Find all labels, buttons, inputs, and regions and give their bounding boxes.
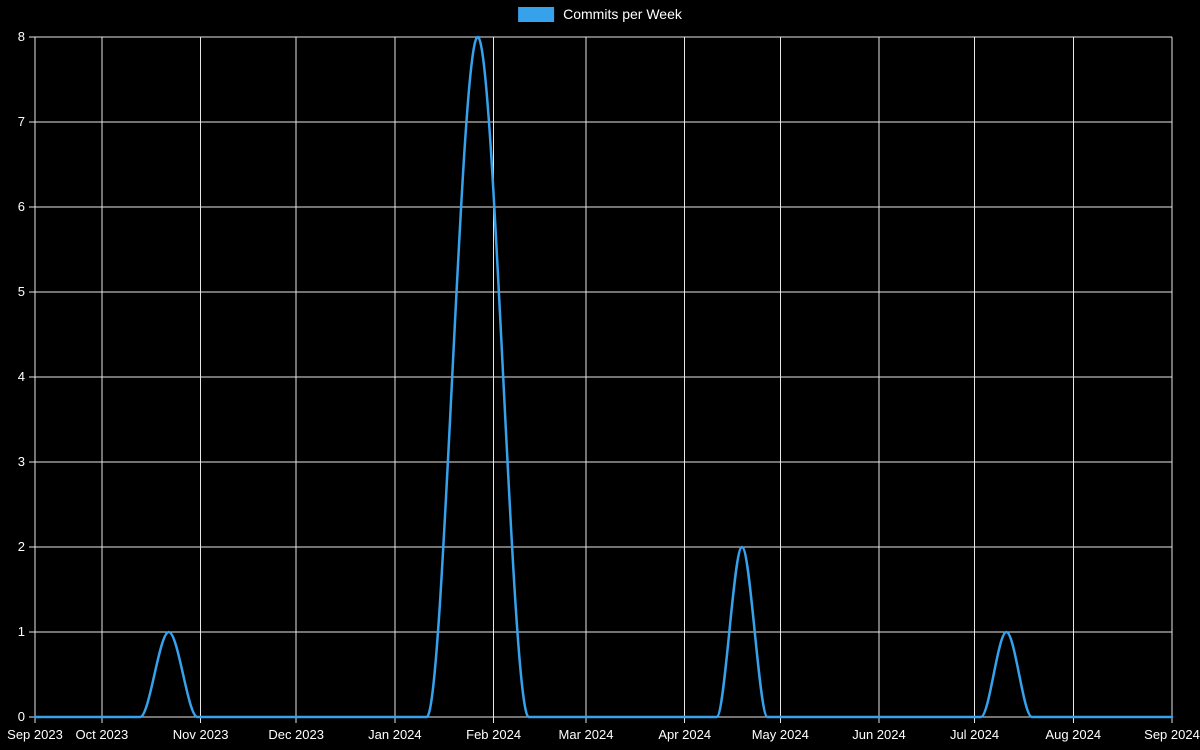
svg-text:Oct 2023: Oct 2023 — [75, 727, 128, 742]
svg-text:0: 0 — [18, 709, 25, 724]
svg-text:2: 2 — [18, 539, 25, 554]
svg-text:Jun 2024: Jun 2024 — [852, 727, 906, 742]
svg-text:Aug 2024: Aug 2024 — [1045, 727, 1101, 742]
svg-text:1: 1 — [18, 624, 25, 639]
svg-text:6: 6 — [18, 199, 25, 214]
svg-text:Mar 2024: Mar 2024 — [559, 727, 614, 742]
svg-text:Sep 2023: Sep 2023 — [7, 727, 63, 742]
svg-text:Nov 2023: Nov 2023 — [173, 727, 229, 742]
svg-text:Dec 2023: Dec 2023 — [268, 727, 324, 742]
svg-text:Jan 2024: Jan 2024 — [368, 727, 422, 742]
svg-text:May 2024: May 2024 — [752, 727, 809, 742]
svg-text:Feb 2024: Feb 2024 — [466, 727, 521, 742]
svg-text:Jul 2024: Jul 2024 — [950, 727, 999, 742]
legend-label: Commits per Week — [563, 6, 682, 22]
svg-text:Sep 2024: Sep 2024 — [1144, 727, 1200, 742]
svg-text:Apr 2024: Apr 2024 — [658, 727, 711, 742]
svg-text:3: 3 — [18, 454, 25, 469]
svg-text:7: 7 — [18, 114, 25, 129]
svg-text:5: 5 — [18, 284, 25, 299]
svg-text:4: 4 — [18, 369, 25, 384]
legend-swatch — [518, 6, 555, 22]
legend-item-commits-per-week[interactable]: Commits per Week — [518, 6, 682, 22]
svg-text:8: 8 — [18, 29, 25, 44]
